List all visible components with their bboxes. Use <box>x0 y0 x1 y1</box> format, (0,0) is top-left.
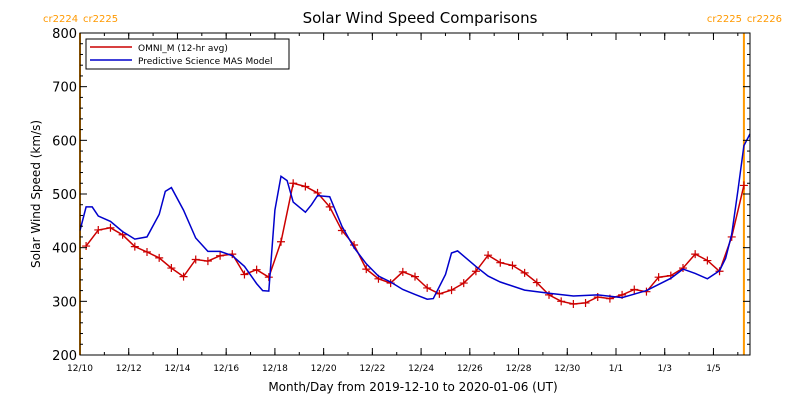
omni-data-point <box>545 290 553 299</box>
omni-data-point <box>447 286 456 295</box>
y-tick-label: 700 <box>52 81 77 96</box>
y-tick-label: 600 <box>52 134 77 149</box>
omni-data-point <box>203 257 212 266</box>
x-tick-label: 12/18 <box>262 364 288 374</box>
omni-data-point <box>240 270 249 279</box>
omni-data-point <box>155 253 164 262</box>
legend-label-omni: OMNI_M (12-hr avg) <box>138 44 228 54</box>
y-tick-label: 200 <box>52 349 77 364</box>
legend-box <box>85 38 290 70</box>
y-tick-label: 400 <box>52 242 77 257</box>
omni-data-point <box>398 267 407 276</box>
omni-data-point <box>654 273 663 282</box>
omni-data-point <box>435 289 444 298</box>
omni-data-point <box>520 268 529 277</box>
carrington-left-label: cr2225 <box>707 14 742 25</box>
chart-title: Solar Wind Speed Comparisons <box>303 9 538 27</box>
x-tick-label: 12/22 <box>359 364 385 374</box>
omni-data-point <box>423 283 432 292</box>
x-tick-label: 12/12 <box>116 364 142 374</box>
omni-data-point <box>82 242 91 251</box>
omni-data-point <box>130 242 139 251</box>
series-layer <box>79 133 751 309</box>
x-tick-label: 12/30 <box>554 364 580 374</box>
legend-label-mas: Predictive Science MAS Model <box>138 57 273 67</box>
x-tick-label: 1/1 <box>609 364 623 374</box>
omni-data-point <box>325 202 334 211</box>
omni-data-point <box>532 278 541 287</box>
omni-data-point <box>277 237 285 246</box>
omni-data-point <box>143 247 151 256</box>
omni-data-point <box>691 250 700 259</box>
omni-data-point <box>679 264 687 273</box>
y-tick-label: 500 <box>52 188 77 203</box>
carrington-right-label: cr2225 <box>83 14 118 25</box>
x-tick-label: 12/24 <box>408 364 434 374</box>
x-tick-label: 12/16 <box>213 364 239 374</box>
omni-data-point <box>459 279 468 288</box>
omni-data-point <box>94 225 103 234</box>
axes: 200 300 400 500 600 700 800 12/10 12/12 12/14 12/1… <box>52 27 750 374</box>
y-tick-label: 800 <box>52 27 77 42</box>
omni-data-point <box>252 265 261 274</box>
x-tick-label: 12/14 <box>164 364 190 374</box>
x-tick-label: 12/10 <box>67 364 93 374</box>
omni-data-point <box>106 223 115 232</box>
omni-data-point <box>471 267 480 276</box>
omni-data-point <box>216 251 225 260</box>
x-axis-label: Month/Day from 2019-12-10 to 2020-01-06 … <box>268 380 557 394</box>
omni-data-point <box>630 285 639 294</box>
y-axis-label: Solar Wind Speed (km/s) <box>29 120 43 268</box>
omni-data-point <box>301 182 310 191</box>
mas-series-line <box>79 133 751 300</box>
x-tick-label: 1/5 <box>706 364 720 374</box>
omni-data-point <box>581 298 590 307</box>
omni-data-point <box>264 273 273 282</box>
omni-data-point <box>484 251 493 260</box>
omni-data-point <box>362 265 371 274</box>
omni-data-point <box>739 181 748 190</box>
omni-data-point <box>508 261 517 270</box>
carrington-right-label: cr2226 <box>747 14 782 25</box>
x-tick-label: 12/20 <box>311 364 337 374</box>
omni-data-point <box>569 300 578 309</box>
x-tick-label: 12/28 <box>506 364 532 374</box>
omni-data-point <box>496 258 505 267</box>
omni-data-point <box>179 272 188 281</box>
omni-data-point <box>167 264 176 273</box>
legend: OMNI_M (12-hr avg) Predictive Science MA… <box>85 38 290 70</box>
omni-data-point <box>191 255 200 264</box>
omni-data-point <box>289 179 298 188</box>
y-tick-label: 300 <box>52 295 77 310</box>
omni-data-point <box>557 297 566 306</box>
x-tick-label: 1/3 <box>657 364 671 374</box>
x-tick-label: 12/26 <box>457 364 483 374</box>
omni-data-point <box>703 256 712 265</box>
carrington-left-label: cr2224 <box>43 14 78 25</box>
omni-data-point <box>411 272 419 281</box>
